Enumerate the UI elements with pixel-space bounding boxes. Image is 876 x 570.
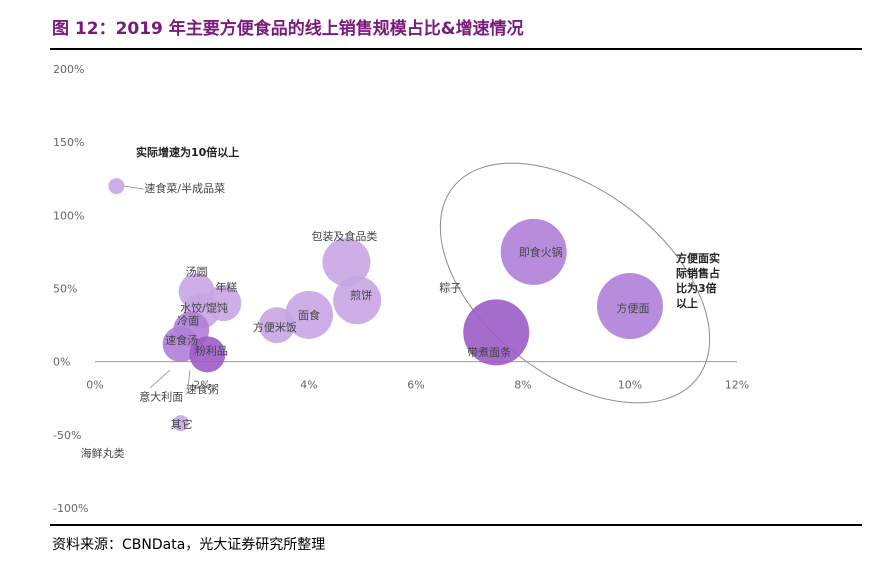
- point-label: 水饺/馄饨: [180, 300, 228, 314]
- x-tick-label: 10%: [618, 379, 642, 392]
- bubble-10: [172, 415, 189, 432]
- leader-line: [187, 369, 191, 389]
- bubble-7: [189, 336, 226, 373]
- y-tick-label: 100%: [53, 209, 84, 222]
- bubble-19: [597, 273, 663, 340]
- point-label: 冷面: [177, 314, 199, 327]
- bubble-1: [108, 178, 125, 195]
- y-tick-label: 0%: [53, 356, 70, 369]
- point-label: 粉利品: [195, 344, 228, 357]
- y-tick-label: -100%: [53, 502, 88, 515]
- x-tick-label: 6%: [407, 379, 424, 392]
- bubble-13: [285, 290, 333, 339]
- point-label: 意大利面: [139, 389, 183, 403]
- bubble-14: [322, 238, 371, 287]
- bubble-15: [333, 276, 382, 325]
- x-tick-label: 8%: [514, 379, 531, 392]
- point-label: 速食菜/半成品菜: [144, 181, 225, 195]
- y-tick-label: 150%: [53, 136, 84, 149]
- source-rule: [50, 524, 862, 526]
- point-label: 即食火锅: [519, 245, 563, 259]
- point-label: 海鲜丸类: [81, 446, 125, 460]
- x-tick-label: 12%: [725, 379, 749, 392]
- title-rule: [50, 48, 862, 50]
- bubble-18: [500, 218, 567, 285]
- leader-line: [124, 185, 144, 190]
- point-label: 包装及食品类: [311, 229, 377, 243]
- point-label: 煎饼: [350, 288, 372, 302]
- source-note: 资料来源：CBNData，光大证券研究所整理: [52, 537, 326, 553]
- y-tick-label: -50%: [53, 429, 81, 442]
- annotation-share-note: 方便面实际销售占比为3倍以上: [676, 251, 720, 310]
- point-label: 面食: [298, 308, 320, 322]
- bubble-16: [463, 299, 530, 366]
- figure-title: 图 12：2019 年主要方便食品的线上销售规模占比&增速情况: [52, 19, 524, 39]
- point-label: 粽子: [439, 280, 461, 294]
- annotation-growth-note: 实际增速为10倍以上: [136, 145, 239, 159]
- x-tick-label: 0%: [86, 379, 103, 392]
- y-tick-label: 200%: [53, 63, 84, 76]
- point-label: 带煮面条: [467, 345, 511, 359]
- x-tick-label: 4%: [300, 379, 317, 392]
- x-tick-label: 2%: [193, 379, 210, 392]
- point-label: 方便米饭: [253, 320, 297, 334]
- point-label: 速食汤: [165, 333, 198, 347]
- point-label: 其它: [171, 417, 193, 431]
- point-label: 速食粥: [186, 382, 219, 396]
- point-label: 汤圆: [186, 264, 208, 278]
- point-label: 方便面: [617, 301, 650, 315]
- point-label: 年糕: [215, 280, 237, 294]
- y-tick-label: 50%: [53, 283, 77, 296]
- leader-line: [149, 369, 171, 389]
